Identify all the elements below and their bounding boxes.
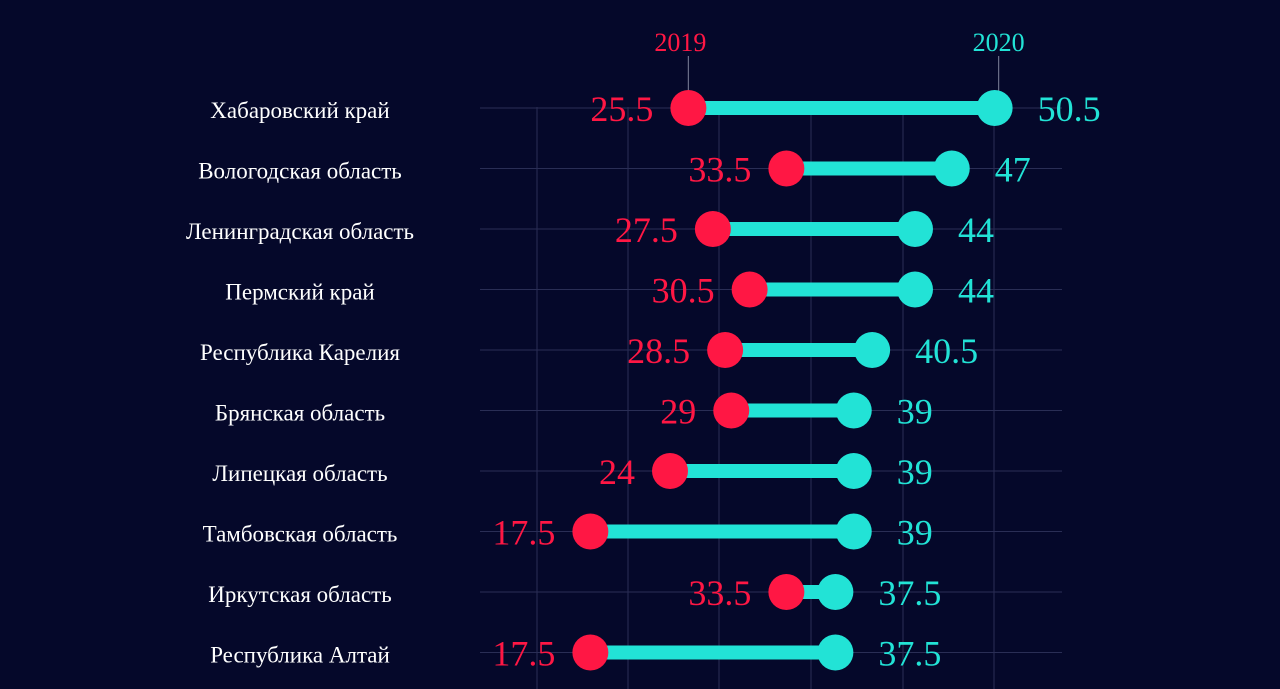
row-label: Брянская область <box>215 401 385 426</box>
chart-row: Липецкая область 24 39 <box>212 452 932 492</box>
point-2019 <box>731 271 768 308</box>
point-2020 <box>854 332 891 368</box>
point-2019 <box>572 513 609 550</box>
point-2019 <box>572 634 609 671</box>
point-2020 <box>817 634 854 671</box>
chart-row: Республика Карелия 28.5 40.5 <box>200 331 978 371</box>
point-2020 <box>817 574 854 610</box>
legend-label-2019: 2019 <box>654 28 706 57</box>
value-label-2020: 50.5 <box>1038 89 1101 129</box>
point-2019 <box>768 150 805 187</box>
point-2020 <box>835 392 872 429</box>
grid-lines <box>480 107 1062 689</box>
point-2020 <box>835 453 872 489</box>
value-label-2020: 40.5 <box>915 331 978 371</box>
value-label-2020: 39 <box>897 392 933 432</box>
value-label-2020: 44 <box>958 210 994 250</box>
value-label-2019: 17.5 <box>492 634 555 674</box>
chart-row: Брянская область 29 39 <box>215 392 933 432</box>
row-label: Ленинградская область <box>186 219 414 244</box>
row-label: Хабаровский край <box>210 98 389 123</box>
value-label-2019: 33.5 <box>688 150 751 190</box>
point-2019 <box>713 392 750 429</box>
chart-row: Ленинградская область 27.5 44 <box>186 210 994 250</box>
row-label: Республика Алтай <box>210 643 390 668</box>
row-label: Липецкая область <box>212 461 387 486</box>
legend-label-2020: 2020 <box>973 28 1025 57</box>
point-2019 <box>694 211 731 247</box>
point-2019 <box>652 453 688 489</box>
chart-row: Тамбовская область 17.5 39 <box>203 513 933 553</box>
row-label: Иркутская область <box>208 582 391 607</box>
value-label-2019: 30.5 <box>652 271 715 311</box>
point-2020 <box>835 513 872 550</box>
point-2020 <box>933 150 970 187</box>
legend: 2019 2020 <box>654 28 1025 96</box>
value-label-2020: 47 <box>995 150 1031 190</box>
chart-row: Вологодская область 33.5 47 <box>198 150 1031 190</box>
value-label-2019: 29 <box>660 392 696 432</box>
chart-row: Иркутская область 33.5 37.5 <box>208 573 941 613</box>
row-label: Республика Карелия <box>200 340 400 365</box>
value-label-2019: 25.5 <box>590 89 653 129</box>
point-2020 <box>897 211 933 247</box>
row-label: Пермский край <box>225 280 374 305</box>
point-2019 <box>768 574 805 610</box>
point-2020 <box>976 90 1013 126</box>
value-label-2020: 37.5 <box>878 573 941 613</box>
point-2019 <box>707 332 744 368</box>
chart-row: Хабаровский край 25.5 50.5 <box>210 89 1100 129</box>
value-label-2020: 39 <box>897 513 933 553</box>
value-label-2019: 27.5 <box>615 210 678 250</box>
value-label-2019: 28.5 <box>627 331 690 371</box>
value-label-2020: 44 <box>958 271 994 311</box>
chart-row: Республика Алтай 17.5 37.5 <box>210 634 941 674</box>
point-2020 <box>897 271 933 308</box>
point-2019 <box>670 90 707 126</box>
row-label: Тамбовская область <box>203 522 398 547</box>
value-label-2019: 24 <box>599 452 635 492</box>
value-label-2020: 39 <box>897 452 933 492</box>
value-label-2020: 37.5 <box>878 634 941 674</box>
value-label-2019: 17.5 <box>492 513 555 553</box>
chart-row: Пермский край 30.5 44 <box>225 271 994 311</box>
value-label-2019: 33.5 <box>688 573 751 613</box>
row-label: Вологодская область <box>198 159 402 184</box>
